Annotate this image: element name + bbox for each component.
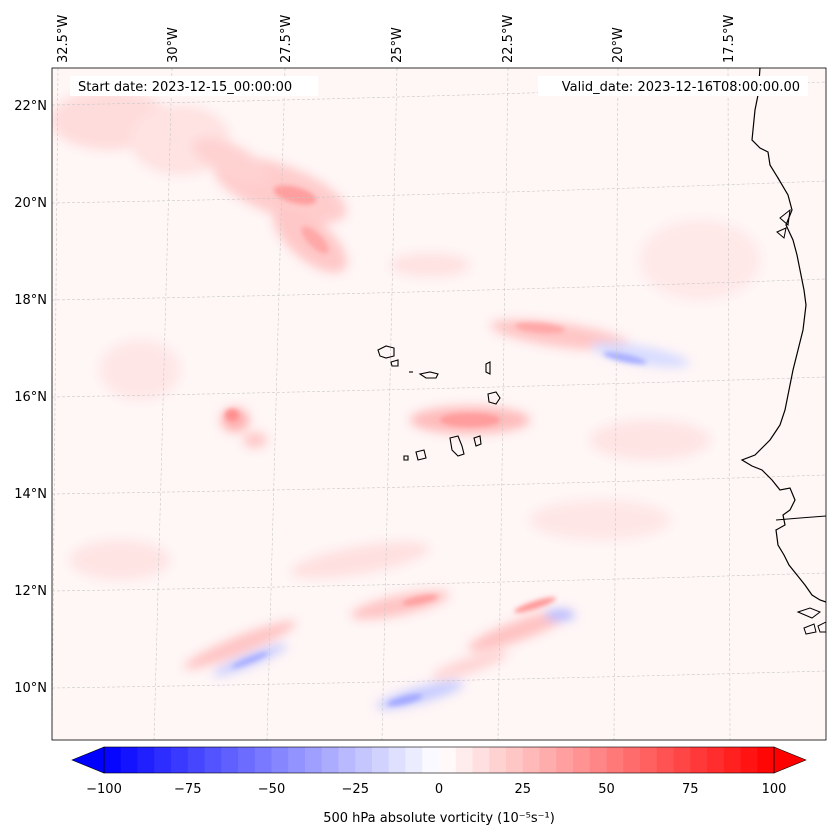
colorbar-cell <box>388 747 406 773</box>
lat-label: 18°N <box>14 293 47 308</box>
colorbar-min-extend <box>71 746 105 774</box>
colorbar-cell <box>355 747 373 773</box>
colorbar-cell <box>573 747 591 773</box>
lat-label: 16°N <box>14 390 47 405</box>
colorbar-cell <box>472 747 490 773</box>
colorbar-label: 500 hPa absolute vorticity (10⁻⁵s⁻¹) <box>323 811 555 826</box>
island-maio <box>473 435 482 447</box>
colorbar-tick-label: −25 <box>342 782 369 797</box>
coast-detail <box>779 208 791 226</box>
colorbar-tick-label: 100 <box>762 782 787 797</box>
colorbar-cell <box>757 747 775 773</box>
island-boa-vista <box>487 391 501 405</box>
colorbar-cell <box>656 747 674 773</box>
colorbar-tick-label: 25 <box>514 782 531 797</box>
colorbar-cells <box>104 747 775 773</box>
bijagos-island <box>817 621 826 633</box>
colorbar-tick-label: −100 <box>86 782 122 797</box>
lon-label: 32.5°W <box>56 15 71 63</box>
colorbar-cell <box>539 747 557 773</box>
colorbar-tick-label: −50 <box>258 782 285 797</box>
colorbar-cell <box>137 747 155 773</box>
lat-label: 12°N <box>14 584 47 599</box>
colorbar-cell <box>338 747 356 773</box>
colorbar-cell <box>204 747 222 773</box>
colorbar-cell <box>154 747 172 773</box>
colorbar-cell <box>640 747 658 773</box>
island-sao-nicolau <box>418 371 439 379</box>
bijagos-island <box>803 623 817 635</box>
coast-detail <box>776 227 787 239</box>
colorbar-cell <box>120 747 138 773</box>
colorbar-tick-label: 75 <box>682 782 699 797</box>
colorbar-cell <box>405 747 423 773</box>
colorbar-cell <box>522 747 540 773</box>
colorbar-cell <box>606 747 624 773</box>
colorbar-cell <box>489 747 507 773</box>
gambia-border <box>775 515 826 521</box>
bijagos-island <box>796 607 822 619</box>
colorbar-cell <box>690 747 708 773</box>
colorbar-cell <box>271 747 289 773</box>
colorbar-cell <box>221 747 239 773</box>
colorbar-cell <box>171 747 189 773</box>
lon-label: 27.5°W <box>279 15 294 63</box>
island-sao-vicente <box>390 359 399 367</box>
colorbar-cell <box>187 747 205 773</box>
colorbar-cell <box>288 747 306 773</box>
cape-verde-islands <box>377 345 501 461</box>
colorbar-cell <box>254 747 272 773</box>
island-sal <box>485 361 491 375</box>
colorbar-cell <box>506 747 524 773</box>
field-cores <box>225 185 647 706</box>
colorbar-tick-label: 0 <box>435 782 443 797</box>
colorbar-cell <box>439 747 457 773</box>
colorbar-ticks: −100 −75 −50 −25 0 25 50 75 100 <box>86 782 786 797</box>
colorbar: −100 −75 −50 −25 0 25 50 75 100 500 hPa … <box>71 746 807 826</box>
africa-coastline <box>740 68 826 603</box>
colorbar-cell <box>455 747 473 773</box>
colorbar-cell <box>740 747 758 773</box>
lon-labels: 32.5°W 30°W 27.5°W 25°W 22.5°W 20°W 17.5… <box>56 15 737 63</box>
colorbar-cell <box>589 747 607 773</box>
colorbar-cell <box>623 747 641 773</box>
valid-date-label: Valid_date: 2023-12-16T08:00:00.00 <box>562 80 800 95</box>
graticule <box>52 68 826 740</box>
island-fogo <box>415 449 427 461</box>
colorbar-cell <box>707 747 725 773</box>
island-santiago <box>449 435 465 457</box>
island-santo-antao <box>377 345 395 359</box>
lat-label: 22°N <box>14 99 47 114</box>
start-date-box <box>70 76 318 96</box>
colorbar-cell <box>321 747 339 773</box>
lon-label: 17.5°W <box>722 15 737 63</box>
lon-label: 20°W <box>611 27 626 63</box>
lon-label: 22.5°W <box>501 15 516 63</box>
colorbar-tick-label: 50 <box>598 782 615 797</box>
map-frame <box>51 67 827 741</box>
colorbar-cell <box>556 747 574 773</box>
colorbar-cell <box>422 747 440 773</box>
colorbar-tick-label: −75 <box>174 782 201 797</box>
start-date-label: Start date: 2023-12-15_00:00:00 <box>78 80 292 95</box>
colorbar-cell <box>104 747 122 773</box>
valid-date-box <box>538 76 808 96</box>
colorbar-cell <box>673 747 691 773</box>
lat-label: 14°N <box>14 487 47 502</box>
lon-label: 25°W <box>390 27 405 63</box>
lon-label: 30°W <box>166 27 181 63</box>
island-brava <box>403 455 409 461</box>
colorbar-cell <box>372 747 390 773</box>
colorbar-cell <box>305 747 323 773</box>
lat-labels: 22°N 20°N 18°N 16°N 14°N 12°N 10°N <box>14 99 47 696</box>
lat-label: 10°N <box>14 681 47 696</box>
colorbar-frame <box>103 746 775 774</box>
colorbar-cell <box>723 747 741 773</box>
colorbar-max-extend <box>773 746 807 774</box>
vorticity-field <box>52 68 826 740</box>
colorbar-cell <box>238 747 256 773</box>
lat-label: 20°N <box>14 196 47 211</box>
